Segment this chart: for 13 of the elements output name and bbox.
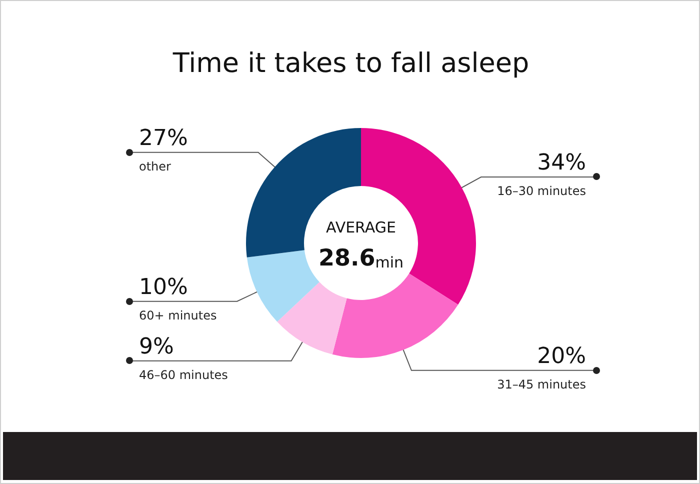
slice-label: 46–60 minutes — [139, 368, 228, 382]
data-label: 10% — [139, 274, 188, 300]
slice-label: 16–30 minutes — [497, 184, 586, 198]
slice-label: other — [139, 159, 172, 174]
data-label: 34% — [537, 150, 586, 176]
data-label: 27% — [139, 126, 188, 151]
text: AVERAGE — [326, 218, 396, 236]
chart-title: Time it takes to fall asleep — [172, 48, 530, 79]
slice-label: 31–45 minutes — [497, 377, 586, 392]
data-label: 20% — [537, 344, 586, 369]
text: 28.6min — [318, 246, 404, 272]
slice-label: 60+ minutes — [139, 308, 217, 322]
data-label: 9% — [139, 334, 174, 360]
